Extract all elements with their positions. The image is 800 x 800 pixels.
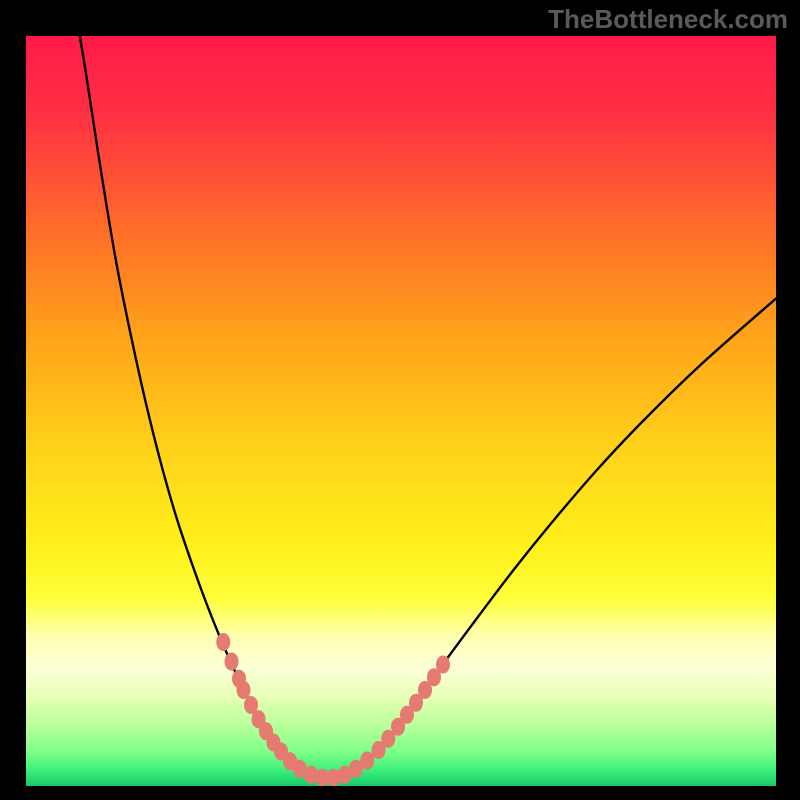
curve-marker — [237, 682, 250, 699]
curve-marker — [245, 697, 258, 714]
bottleneck-plot — [26, 36, 776, 786]
curve-marker — [361, 752, 374, 769]
gradient-background — [26, 36, 776, 786]
curve-marker — [305, 766, 318, 783]
curve-marker — [225, 653, 238, 670]
curve-marker — [327, 769, 340, 786]
curve-marker — [217, 634, 230, 651]
watermark-text: TheBottleneck.com — [548, 4, 788, 35]
curve-marker — [437, 656, 450, 673]
curve-marker — [382, 730, 395, 747]
